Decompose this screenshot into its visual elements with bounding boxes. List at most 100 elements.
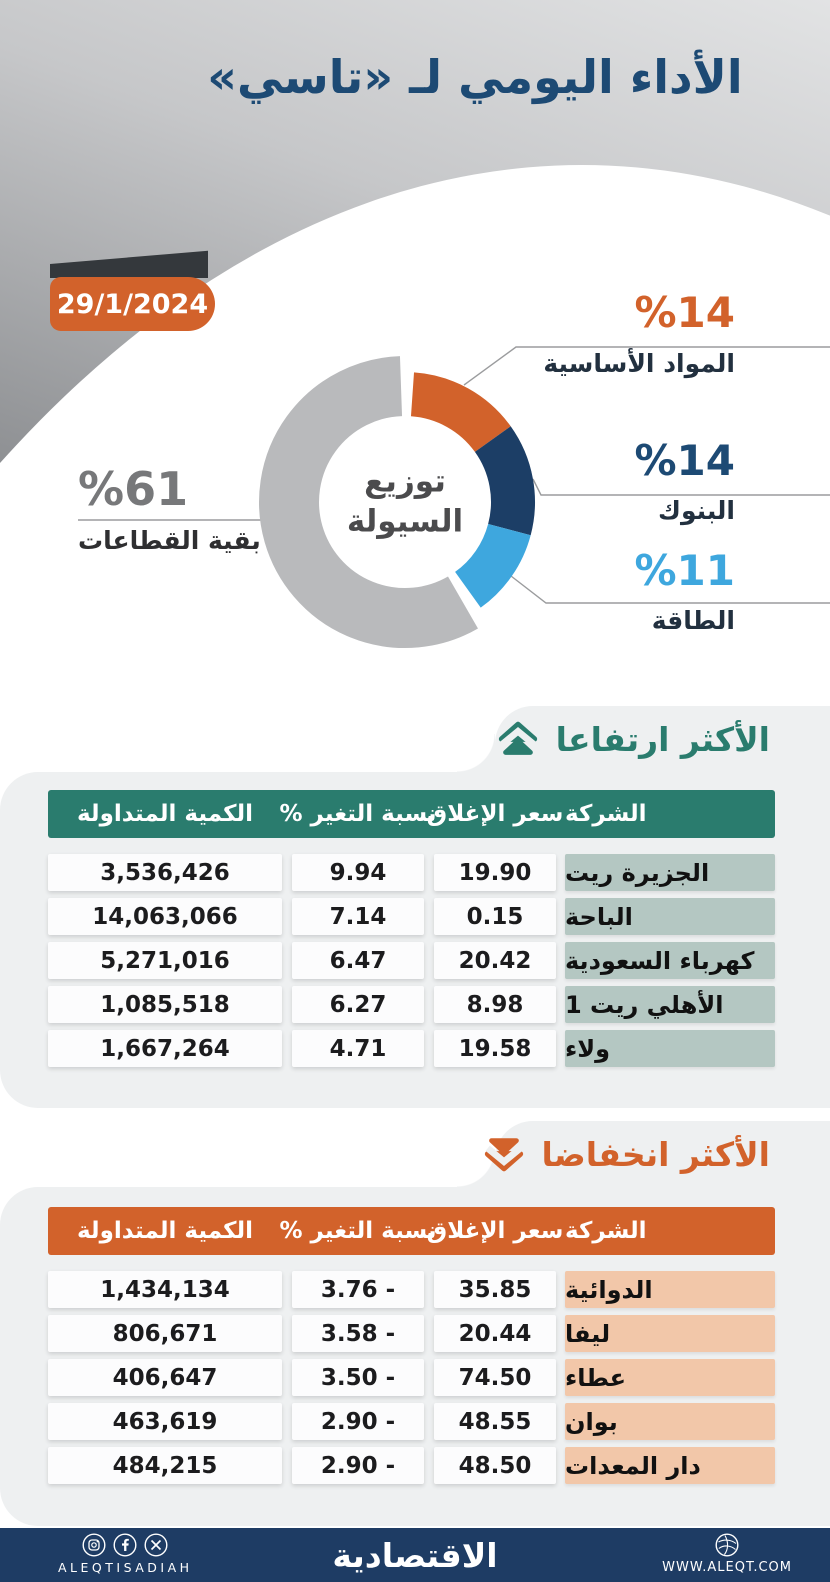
leader-line-energy — [510, 575, 830, 604]
change-cell: 3.58 - — [292, 1315, 424, 1352]
date-badge: 29/1/2024 — [50, 277, 215, 331]
losers-rows: الدوائية 35.85 3.76 - 1,434,134 ليفا 20.… — [0, 1271, 830, 1491]
x-twitter-icon[interactable] — [144, 1533, 168, 1557]
company-cell: بوان — [565, 1403, 775, 1440]
gainers-title: الأكثر ارتفاعا — [495, 706, 770, 772]
page-title: الأداء اليومي لـ «تاسي» — [207, 50, 743, 104]
company-cell: كهرباء السعودية — [565, 942, 775, 979]
volume-cell: 14,063,066 — [48, 898, 282, 935]
col-change-pct: نسبة التغير % — [279, 1218, 437, 1244]
table-row: عطاء 74.50 3.50 - 406,647 — [0, 1359, 830, 1396]
company-cell: عطاء — [565, 1359, 775, 1396]
company-cell: ولاء — [565, 1030, 775, 1067]
change-cell: 6.27 — [292, 986, 424, 1023]
company-cell: ليفا — [565, 1315, 775, 1352]
close-price-cell: 20.44 — [434, 1315, 556, 1352]
close-price-cell: 8.98 — [434, 986, 556, 1023]
donut-center-line2: السيولة — [346, 504, 464, 540]
donut-segment-energy — [454, 523, 531, 608]
slice-label-energy: الطاقة — [651, 606, 735, 635]
losers-title-text: الأكثر انخفاضا — [541, 1134, 770, 1174]
instagram-icon[interactable] — [82, 1533, 106, 1557]
leader-line-basic-materials — [463, 346, 830, 386]
volume-cell: 1,667,264 — [48, 1030, 282, 1067]
table-row: الأهلي ريت 1 8.98 6.27 1,085,518 — [0, 986, 830, 1023]
company-cell: الباحة — [565, 898, 775, 935]
volume-cell: 806,671 — [48, 1315, 282, 1352]
slice-label-banks: البنوك — [658, 496, 735, 525]
donut-center-line1: توزيع — [364, 463, 446, 500]
donut-segment-rest-sectors — [259, 356, 478, 649]
col-volume: الكمية المتداولة — [76, 801, 254, 827]
slice-pct-banks: %14 — [634, 436, 735, 485]
close-price-cell: 48.55 — [434, 1403, 556, 1440]
social-handle[interactable]: ALEQTISADIAH — [58, 1560, 193, 1575]
close-price-cell: 20.42 — [434, 942, 556, 979]
col-volume: الكمية المتداولة — [76, 1218, 254, 1244]
up-arrow-icon — [498, 721, 537, 755]
gainers-rows: الجزيرة ريت 19.90 9.94 3,536,426 الباحة … — [0, 854, 830, 1074]
donut-center-label: توزيع السيولة — [347, 462, 463, 543]
change-cell: 7.14 — [292, 898, 424, 935]
col-close-price: سعر الإغلاق — [426, 801, 564, 827]
volume-cell: 5,271,016 — [48, 942, 282, 979]
slice-pct-basic-materials: %14 — [634, 288, 735, 337]
company-cell: دار المعدات — [565, 1447, 775, 1484]
company-cell: الجزيرة ريت — [565, 854, 775, 891]
table-row: ولاء 19.58 4.71 1,667,264 — [0, 1030, 830, 1067]
company-cell: الأهلي ريت 1 — [565, 986, 775, 1023]
losers-title: الأكثر انخفاضا — [481, 1121, 770, 1187]
table-row: ليفا 20.44 3.58 - 806,671 — [0, 1315, 830, 1352]
col-close-price: سعر الإغلاق — [426, 1218, 564, 1244]
col-change-pct: نسبة التغير % — [279, 801, 437, 827]
close-price-cell: 74.50 — [434, 1359, 556, 1396]
change-cell: 3.76 - — [292, 1271, 424, 1308]
footer-social-block: ALEQTISADIAH — [58, 1533, 193, 1575]
footer-bar: ALEQTISADIAH الاقتصادية WWW.ALEQT.COM — [0, 1528, 830, 1582]
table-row: الجزيرة ريت 19.90 9.94 3,536,426 — [0, 854, 830, 891]
losers-table-header: الشركة سعر الإغلاق نسبة التغير % الكمية … — [48, 1207, 775, 1255]
liquidity-donut-chart — [78, 346, 830, 649]
company-cell: الدوائية — [565, 1271, 775, 1308]
change-cell: 2.90 - — [292, 1447, 424, 1484]
gainers-tab — [457, 706, 830, 772]
volume-cell: 406,647 — [48, 1359, 282, 1396]
close-price-cell: 0.15 — [434, 898, 556, 935]
top-gainers-section: الأكثر ارتفاعا الشركة سعر الإغلاق نسبة ا… — [0, 706, 830, 1108]
close-price-cell: 19.90 — [434, 854, 556, 891]
volume-cell: 1,085,518 — [48, 986, 282, 1023]
slice-pct-energy: %11 — [634, 546, 735, 595]
losers-tab — [457, 1121, 830, 1187]
table-row: الدوائية 35.85 3.76 - 1,434,134 — [0, 1271, 830, 1308]
volume-cell: 484,215 — [48, 1447, 282, 1484]
volume-cell: 463,619 — [48, 1403, 282, 1440]
facebook-icon[interactable] — [113, 1533, 137, 1557]
table-row: بوان 48.55 2.90 - 463,619 — [0, 1403, 830, 1440]
gainers-title-text: الأكثر ارتفاعا — [555, 719, 770, 759]
globe-icon — [715, 1533, 739, 1557]
gainers-table-header: الشركة سعر الإغلاق نسبة التغير % الكمية … — [48, 790, 775, 838]
slice-label-rest-sectors: بقية القطاعات — [78, 526, 261, 555]
col-company: الشركة — [565, 801, 647, 827]
leader-line-banks — [532, 478, 830, 496]
table-row: كهرباء السعودية 20.42 6.47 5,271,016 — [0, 942, 830, 979]
top-losers-section: الأكثر انخفاضا الشركة سعر الإغلاق نسبة ا… — [0, 1121, 830, 1526]
close-price-cell: 48.50 — [434, 1447, 556, 1484]
slice-label-basic-materials: المواد الأساسية — [543, 349, 735, 378]
donut-segment-basic-materials — [410, 372, 511, 453]
table-row: الباحة 0.15 7.14 14,063,066 — [0, 898, 830, 935]
donut-segment-banks — [474, 426, 535, 536]
col-company: الشركة — [565, 1218, 647, 1244]
change-cell: 6.47 — [292, 942, 424, 979]
volume-cell: 1,434,134 — [48, 1271, 282, 1308]
slice-pct-rest-sectors: %61 — [78, 462, 189, 516]
table-row: دار المعدات 48.50 2.90 - 484,215 — [0, 1447, 830, 1484]
volume-cell: 3,536,426 — [48, 854, 282, 891]
footer-website-block: WWW.ALEQT.COM — [662, 1533, 792, 1575]
change-cell: 3.50 - — [292, 1359, 424, 1396]
website-url[interactable]: WWW.ALEQT.COM — [662, 1560, 792, 1575]
change-cell: 2.90 - — [292, 1403, 424, 1440]
close-price-cell: 19.58 — [434, 1030, 556, 1067]
down-arrow-icon — [484, 1138, 523, 1172]
